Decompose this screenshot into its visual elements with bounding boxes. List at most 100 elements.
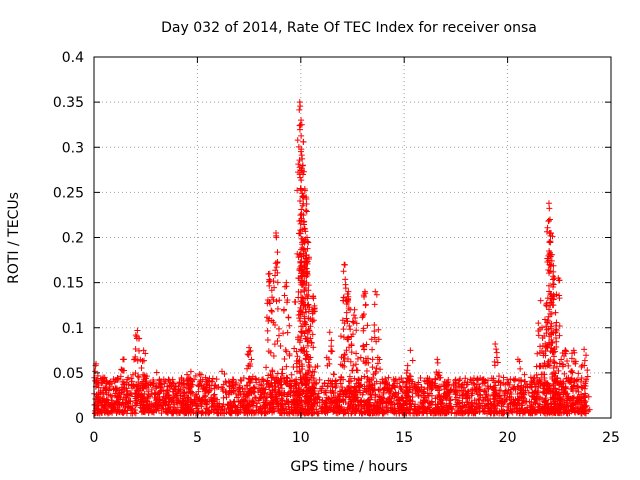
data-point: [173, 395, 180, 402]
data-point: [341, 351, 348, 358]
data-point: [137, 396, 144, 403]
data-point: [554, 395, 561, 402]
data-point: [283, 363, 290, 370]
data-point: [255, 377, 262, 384]
data-point: [464, 378, 471, 385]
data-point: [164, 386, 171, 393]
data-point: [278, 370, 285, 377]
data-point: [371, 328, 378, 335]
data-point: [148, 400, 155, 407]
data-point: [476, 396, 483, 403]
data-point: [113, 387, 120, 394]
data-point: [327, 347, 334, 354]
data-point: [530, 375, 537, 382]
data-point: [367, 384, 374, 391]
data-point: [526, 409, 533, 416]
data-point: [316, 403, 323, 410]
data-point: [278, 381, 285, 388]
data-point: [354, 397, 361, 404]
data-point: [547, 263, 554, 270]
data-point: [209, 378, 216, 385]
data-point: [456, 384, 463, 391]
data-point: [376, 393, 383, 400]
data-point: [310, 406, 317, 413]
data-point: [556, 360, 563, 367]
data-point: [564, 357, 571, 364]
data-point: [487, 383, 494, 390]
data-point: [541, 385, 548, 392]
data-point: [548, 295, 555, 302]
chart-title: Day 032 of 2014, Rate Of TEC Index for r…: [161, 20, 537, 36]
data-point: [265, 270, 272, 277]
data-point: [294, 353, 301, 360]
data-point: [298, 397, 305, 404]
data-point: [459, 387, 466, 394]
data-point: [135, 374, 142, 381]
data-point: [556, 332, 563, 339]
data-point: [371, 334, 378, 341]
data-point: [305, 308, 312, 315]
data-point: [288, 408, 295, 415]
data-point: [490, 386, 497, 393]
data-point: [490, 392, 497, 399]
data-point: [345, 336, 352, 343]
data-point: [263, 393, 270, 400]
data-point: [147, 379, 154, 386]
data-point: [343, 315, 350, 322]
y-tick-label: 0.3: [62, 140, 84, 156]
data-point: [240, 398, 247, 405]
data-point: [232, 408, 239, 415]
data-point: [304, 342, 311, 349]
data-point: [365, 409, 372, 416]
data-point: [100, 377, 107, 384]
data-point: [306, 356, 313, 363]
data-point: [571, 409, 578, 416]
data-point: [258, 382, 265, 389]
data-point: [352, 315, 359, 322]
data-point: [225, 378, 232, 385]
data-point: [297, 251, 304, 258]
data-point: [140, 371, 147, 378]
data-point: [169, 407, 176, 414]
y-axis-ticks: 0 0.05 0.1 0.15 0.2 0.25 0.3 0.35 0.4: [53, 50, 611, 427]
data-point: [228, 404, 235, 411]
data-point: [386, 382, 393, 389]
data-point: [581, 394, 588, 401]
data-point: [576, 397, 583, 404]
data-point: [276, 325, 283, 332]
data-point: [535, 320, 542, 327]
data-point: [328, 337, 335, 344]
data-point: [264, 336, 271, 343]
data-point: [136, 347, 143, 354]
data-point: [266, 278, 273, 285]
data-point: [325, 356, 332, 363]
data-point: [305, 239, 312, 246]
data-point: [472, 403, 479, 410]
data-point: [364, 374, 371, 381]
data-point: [464, 393, 471, 400]
data-point: [99, 409, 106, 416]
data-point: [502, 388, 509, 395]
data-point: [245, 352, 252, 359]
data-point: [586, 406, 593, 413]
data-point: [403, 370, 410, 377]
data-point: [132, 345, 139, 352]
data-point: [302, 207, 309, 214]
data-point: [249, 398, 256, 405]
data-point: [550, 394, 557, 401]
data-point: [185, 374, 192, 381]
data-point: [536, 377, 543, 384]
data-point: [172, 390, 179, 397]
data-point: [270, 278, 277, 285]
data-point: [347, 403, 354, 410]
data-point: [192, 372, 199, 379]
data-point: [294, 187, 301, 194]
data-point: [383, 399, 390, 406]
data-point: [244, 404, 251, 411]
data-point: [269, 294, 276, 301]
data-point: [294, 137, 301, 144]
data-point: [98, 402, 105, 409]
data-point: [203, 381, 210, 388]
data-point: [94, 372, 101, 379]
